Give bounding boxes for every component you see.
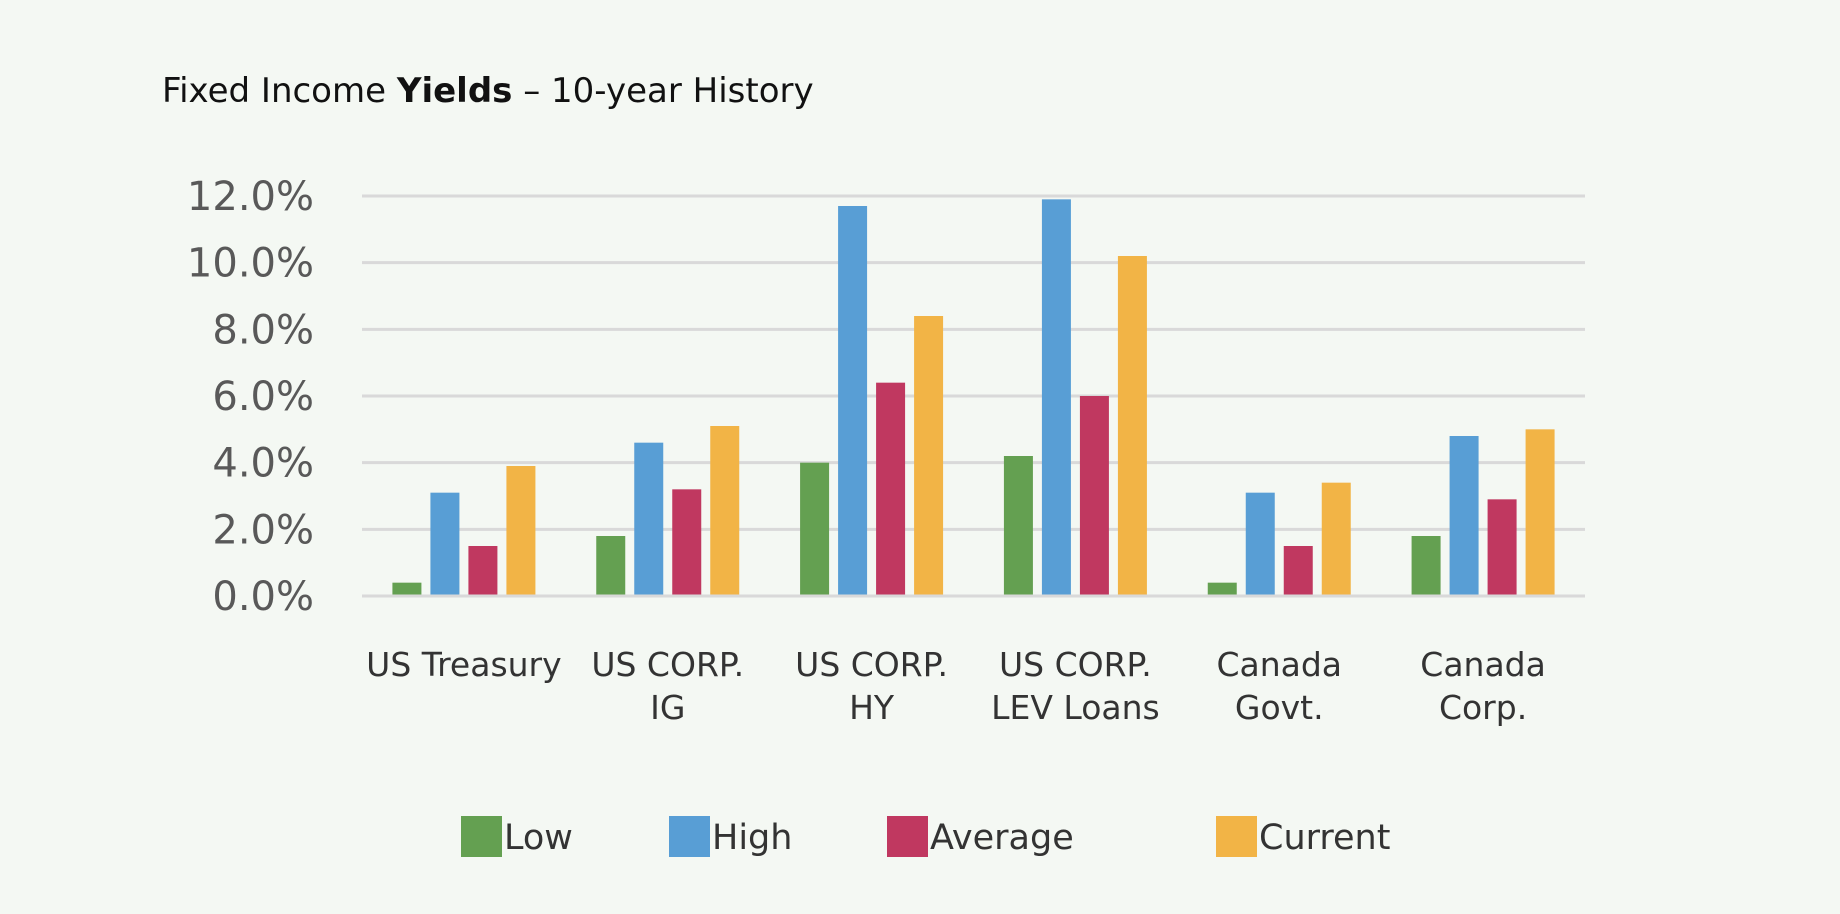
x-category-label: US Treasury (366, 645, 561, 684)
bar-low (596, 536, 626, 596)
bar-low (1003, 456, 1033, 596)
chart-title-bold: Yields (396, 71, 513, 111)
legend-label-high: High (712, 818, 792, 858)
bar-high (430, 492, 460, 596)
chart-title-prefix: Fixed Income (162, 71, 397, 111)
legend-label-current: Current (1259, 818, 1390, 858)
gridlines (362, 194, 1585, 598)
bar-current (914, 316, 944, 596)
bar-current (1525, 429, 1555, 596)
bar-low (392, 582, 422, 596)
bar-average (876, 382, 906, 596)
x-category-label: US CORP. HY (795, 645, 948, 727)
x-category-label: Canada Corp. (1420, 645, 1546, 727)
legend-swatch-average (887, 816, 928, 857)
bar-high (838, 206, 868, 596)
chart-title-suffix: – 10-year History (512, 71, 813, 111)
x-category-label: US CORP. IG (591, 645, 744, 727)
x-axis-category-labels: US Treasury US CORP. IG US CORP. HY US CORP. L… (366, 645, 1546, 727)
bars (362, 199, 1585, 598)
legend: Low High Average Current (461, 816, 1390, 858)
bar-average (1079, 396, 1109, 596)
legend-label-average: Average (930, 818, 1074, 858)
bar-high (1245, 492, 1275, 596)
bar-average (672, 489, 702, 596)
legend-swatch-high (669, 816, 710, 857)
bar-average (468, 546, 498, 596)
y-tick-label: 10.0% (187, 241, 314, 287)
y-tick-label: 0.0% (212, 574, 314, 620)
y-tick-label: 12.0% (187, 174, 314, 220)
bar-current (710, 426, 740, 596)
legend-swatch-low (461, 816, 502, 857)
legend-swatch-current (1216, 816, 1257, 857)
y-tick-label: 4.0% (212, 441, 314, 487)
y-tick-label: 8.0% (212, 307, 314, 353)
bar-low (1411, 536, 1441, 596)
y-tick-label: 2.0% (212, 507, 314, 553)
bar-low (1207, 582, 1237, 596)
legend-label-low: Low (504, 818, 573, 858)
y-axis-tick-labels: 0.0% 2.0% 4.0% 6.0% 8.0% 10.0% 12.0% (187, 174, 314, 620)
x-category-label: Canada Govt. (1216, 645, 1342, 727)
bar-high (1041, 199, 1071, 597)
bar-average (1487, 499, 1517, 596)
bar-average (1283, 546, 1313, 596)
bar-current (1321, 482, 1351, 596)
y-tick-label: 6.0% (212, 374, 314, 420)
bar-current (506, 466, 536, 596)
bar-high (634, 442, 664, 596)
bar-current (1117, 256, 1147, 596)
chart-title: Fixed Income Yields – 10-year History (162, 71, 814, 111)
x-category-label: US CORP. LEV Loans (991, 645, 1160, 727)
bar-low (800, 462, 830, 596)
bar-high (1449, 436, 1479, 596)
